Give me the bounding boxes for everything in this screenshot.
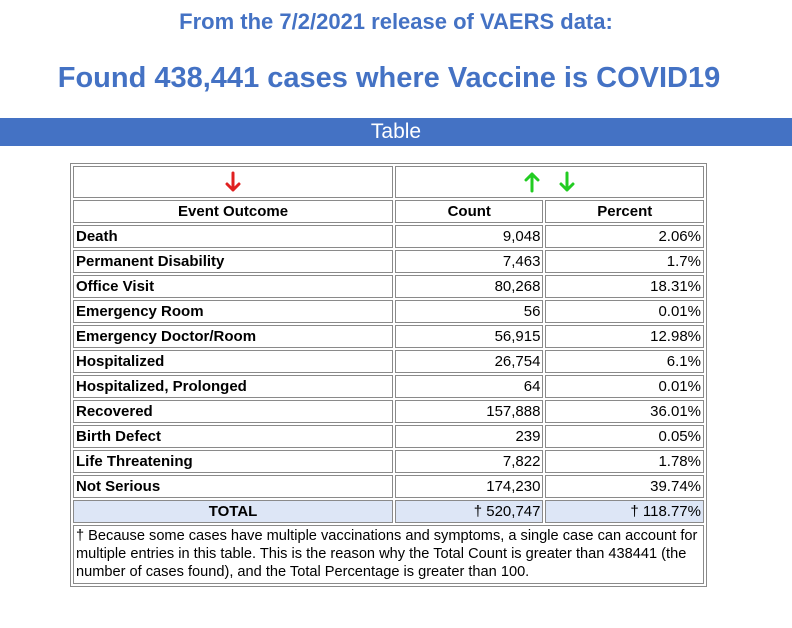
count-cell: 174,230 — [395, 475, 544, 498]
outcome-cell: Recovered — [73, 400, 394, 423]
sort-row — [73, 166, 704, 198]
header-row: Event Outcome Count Percent — [73, 200, 704, 223]
release-heading: From the 7/2/2021 release of VAERS data: — [179, 9, 613, 34]
outcome-cell: Hospitalized — [73, 350, 394, 373]
table-row: Hospitalized, Prolonged 64 0.01% — [73, 375, 704, 398]
section-title: Table — [370, 120, 422, 143]
table-row: Birth Defect 239 0.05% — [73, 425, 704, 448]
total-label: TOTAL — [73, 500, 394, 523]
total-percent: † 118.77% — [545, 500, 704, 523]
outcome-cell: Permanent Disability — [73, 250, 394, 273]
table-row: Life Threatening 7,822 1.78% — [73, 450, 704, 473]
section-bar: Table — [0, 118, 792, 146]
outcome-cell: Death — [73, 225, 394, 248]
results-heading: Found 438,441 cases where Vaccine is COV… — [57, 62, 721, 94]
table-row: Permanent Disability 7,463 1.7% — [73, 250, 704, 273]
outcome-cell: Hospitalized, Prolonged — [73, 375, 394, 398]
percent-cell: 1.78% — [545, 450, 704, 473]
percent-cell: 18.31% — [545, 275, 704, 298]
percent-cell: 2.06% — [545, 225, 704, 248]
count-cell: 157,888 — [395, 400, 544, 423]
arrow-down-red-icon[interactable] — [225, 171, 241, 193]
table-row: Hospitalized 26,754 6.1% — [73, 350, 704, 373]
arrow-up-green-icon[interactable] — [524, 171, 540, 193]
table-row: Emergency Room 56 0.01% — [73, 300, 704, 323]
table-row: Not Serious 174,230 39.74% — [73, 475, 704, 498]
percent-cell: 36.01% — [545, 400, 704, 423]
percent-cell: 39.74% — [545, 475, 704, 498]
total-count: † 520,747 — [395, 500, 544, 523]
percent-cell: 1.7% — [545, 250, 704, 273]
table-row: Recovered 157,888 36.01% — [73, 400, 704, 423]
count-cell: 26,754 — [395, 350, 544, 373]
header-count: Count — [395, 200, 544, 223]
outcome-cell: Office Visit — [73, 275, 394, 298]
outcome-cell: Birth Defect — [73, 425, 394, 448]
count-cell: 56 — [395, 300, 544, 323]
count-cell: 9,048 — [395, 225, 544, 248]
percent-cell: 0.01% — [545, 375, 704, 398]
header-percent: Percent — [545, 200, 704, 223]
percent-cell: 0.05% — [545, 425, 704, 448]
footnote: † Because some cases have multiple vacci… — [73, 525, 704, 584]
outcomes-table: Event Outcome Count Percent Death 9,048 … — [70, 163, 707, 587]
table-row: Office Visit 80,268 18.31% — [73, 275, 704, 298]
outcome-sort-cell — [73, 166, 394, 198]
count-cell: 80,268 — [395, 275, 544, 298]
header-outcome: Event Outcome — [73, 200, 394, 223]
total-row: TOTAL † 520,747 † 118.77% — [73, 500, 704, 523]
count-cell: 7,822 — [395, 450, 544, 473]
count-cell: 64 — [395, 375, 544, 398]
outcome-cell: Life Threatening — [73, 450, 394, 473]
count-cell: 239 — [395, 425, 544, 448]
percent-cell: 0.01% — [545, 300, 704, 323]
count-cell: 56,915 — [395, 325, 544, 348]
footnote-row: † Because some cases have multiple vacci… — [73, 525, 704, 584]
arrow-down-green-icon[interactable] — [559, 171, 575, 193]
outcome-cell: Emergency Room — [73, 300, 394, 323]
table-row: Emergency Doctor/Room 56,915 12.98% — [73, 325, 704, 348]
table-row: Death 9,048 2.06% — [73, 225, 704, 248]
outcome-cell: Emergency Doctor/Room — [73, 325, 394, 348]
percent-cell: 6.1% — [545, 350, 704, 373]
outcome-cell: Not Serious — [73, 475, 394, 498]
count-sort-cell — [395, 166, 704, 198]
count-cell: 7,463 — [395, 250, 544, 273]
percent-cell: 12.98% — [545, 325, 704, 348]
